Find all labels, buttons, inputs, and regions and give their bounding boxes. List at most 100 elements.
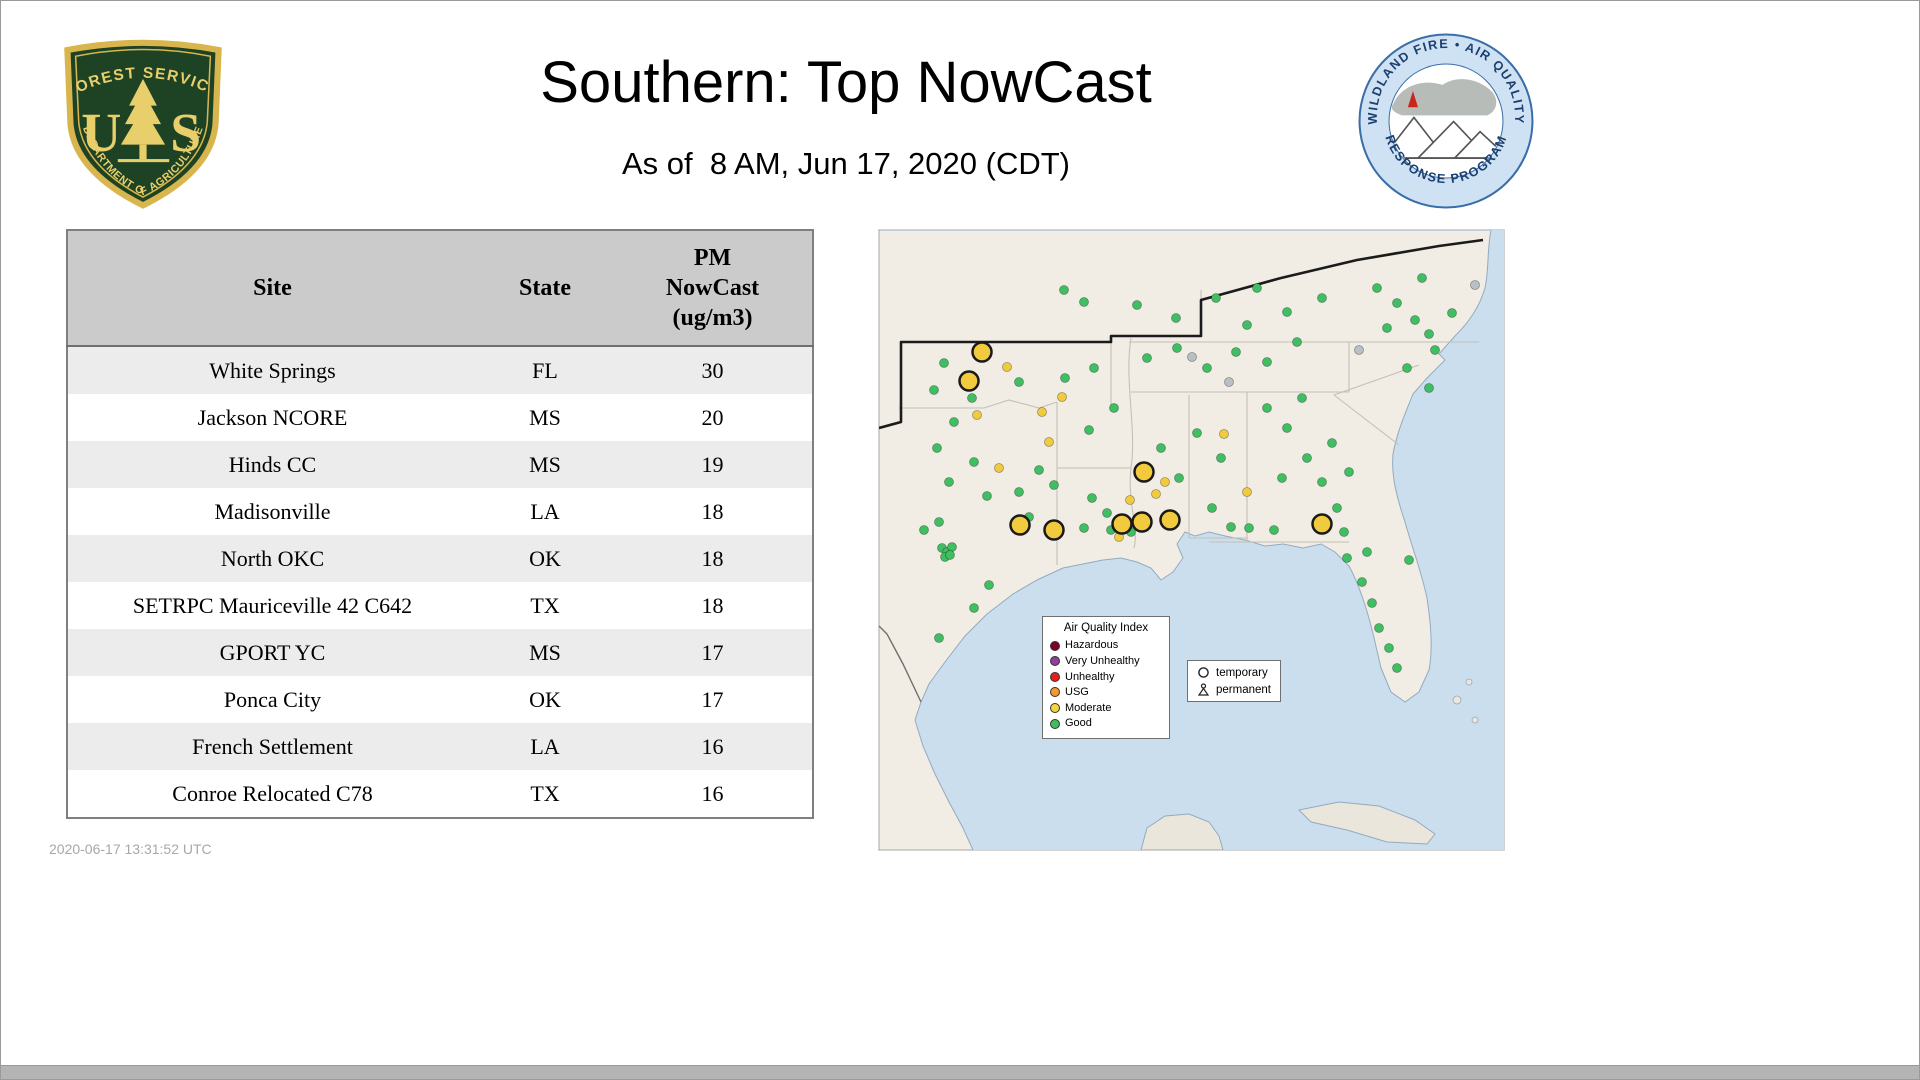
monitor-marker-good-permanent [1339, 527, 1349, 537]
monitor-marker-good-permanent [1342, 553, 1352, 563]
value-cell: 18 [613, 535, 813, 582]
state-cell: LA [477, 488, 613, 535]
generated-timestamp: 2020-06-17 13:31:52 UTC [49, 841, 212, 857]
site-cell: GPORT YC [67, 629, 477, 676]
monitor-marker-no-data-permanent [1187, 352, 1197, 362]
monitor-marker-moderate-temporary [971, 341, 993, 363]
site-cell: SETRPC Mauriceville 42 C642 [67, 582, 477, 629]
table-row: White Springs FL 30 [67, 346, 813, 394]
aqi-color-dot [1050, 718, 1060, 729]
state-cell: MS [477, 629, 613, 676]
monitor-marker-moderate-permanent [1219, 429, 1229, 439]
monitor-marker-good-permanent [1034, 465, 1044, 475]
monitor-marker-moderate-permanent [1044, 437, 1054, 447]
value-cell: 16 [613, 770, 813, 818]
monitor-marker-good-permanent [1102, 508, 1112, 518]
wfaqrp-logo: WILDLAND FIRE • AIR QUALITY RESPONSE PRO… [1358, 33, 1534, 209]
monitor-marker-moderate-temporary [1159, 509, 1181, 531]
table-row: Jackson NCORE MS 20 [67, 394, 813, 441]
monitor-marker-good-permanent [1317, 293, 1327, 303]
usfs-letter-s: S [170, 103, 201, 164]
monitor-marker-moderate-temporary [1111, 513, 1133, 535]
monitor-marker-good-permanent [1282, 307, 1292, 317]
monitor-marker-good-permanent [1262, 357, 1272, 367]
value-cell: 16 [613, 723, 813, 770]
value-cell: 17 [613, 629, 813, 676]
monitor-marker-good-permanent [982, 491, 992, 501]
rio-grande-border [879, 625, 922, 703]
pine-tree-icon [117, 78, 170, 163]
site-cell: Ponca City [67, 676, 477, 723]
site-cell: North OKC [67, 535, 477, 582]
monitor-marker-good-permanent [1292, 337, 1302, 347]
page-subtitle: As of 8 AM, Jun 17, 2020 (CDT) [622, 146, 1070, 181]
monitor-marker-good-permanent [1424, 383, 1434, 393]
monitor-marker-good-permanent [1374, 623, 1384, 633]
col-header-state: State [477, 230, 613, 347]
aqi-legend-label: Hazardous [1065, 639, 1119, 652]
table-row: Madisonville LA 18 [67, 488, 813, 535]
monitor-marker-good-permanent [1384, 643, 1394, 653]
state-cell: OK [477, 676, 613, 723]
temporary-marker-icon [1198, 667, 1209, 678]
cuba-shape [1297, 801, 1436, 845]
monitor-marker-good-permanent [1430, 345, 1440, 355]
state-cell: FL [477, 346, 613, 394]
bahamas-islands [1452, 678, 1479, 724]
page-title: Southern: Top NowCast [540, 50, 1152, 115]
monitor-marker-good-permanent [1089, 363, 1099, 373]
site-cell: Conroe Relocated C78 [67, 770, 477, 818]
region-boundary [879, 238, 1484, 430]
monitor-marker-good-permanent [1392, 298, 1402, 308]
monitor-marker-good-permanent [934, 517, 944, 527]
type-legend-label: permanent [1216, 683, 1271, 696]
monitor-marker-good-permanent [1079, 297, 1089, 307]
table-header-row: Site State PM NowCast (ug/m3) [67, 230, 813, 347]
aqi-legend-label: Unhealthy [1065, 670, 1115, 683]
permanent-marker-icon [1197, 683, 1210, 696]
value-cell: 18 [613, 488, 813, 535]
monitor-marker-good-permanent [1231, 347, 1241, 357]
state-cell: OK [477, 535, 613, 582]
monitor-marker-good-permanent [1302, 453, 1312, 463]
type-legend-item-permanent: permanent [1197, 683, 1271, 696]
aqi-color-dot [1050, 640, 1060, 651]
table-row: French Settlement LA 16 [67, 723, 813, 770]
col-header-site: Site [67, 230, 477, 347]
monitor-marker-good-permanent [1372, 283, 1382, 293]
site-cell: French Settlement [67, 723, 477, 770]
monitor-marker-good-permanent [1087, 493, 1097, 503]
table-row: GPORT YC MS 17 [67, 629, 813, 676]
monitor-marker-good-permanent [1242, 320, 1252, 330]
horizontal-scrollbar[interactable] [1, 1065, 1919, 1079]
aqi-legend-item: Good [1050, 717, 1162, 730]
fire-accent-icon [1407, 90, 1419, 108]
monitor-marker-good-permanent [929, 385, 939, 395]
monitor-marker-good-permanent [934, 633, 944, 643]
monitor-marker-moderate-permanent [1057, 392, 1067, 402]
site-cell: White Springs [67, 346, 477, 394]
state-cell: TX [477, 582, 613, 629]
monitor-marker-good-permanent [967, 393, 977, 403]
monitor-marker-good-permanent [1367, 598, 1377, 608]
aqi-color-dot [1050, 687, 1060, 698]
aqi-legend: Air Quality Index Hazardous Very Unhealth… [1042, 616, 1170, 740]
monitor-marker-moderate-permanent [1125, 495, 1135, 505]
monitor-marker-good-permanent [1211, 293, 1221, 303]
monitor-marker-moderate-temporary [1131, 511, 1153, 533]
monitor-marker-good-permanent [939, 358, 949, 368]
monitor-marker-no-data-permanent [1224, 377, 1234, 387]
monitor-marker-good-permanent [1202, 363, 1212, 373]
monitor-marker-moderate-permanent [1242, 487, 1252, 497]
monitor-marker-good-permanent [1059, 285, 1069, 295]
monitor-marker-good-permanent [949, 417, 959, 427]
value-cell: 20 [613, 394, 813, 441]
aqi-color-dot [1050, 656, 1060, 667]
aqi-legend-items: Hazardous Very Unhealthy Unhealthy USG Moder… [1050, 639, 1162, 730]
monitor-marker-good-permanent [1192, 428, 1202, 438]
monitor-marker-good-permanent [1447, 308, 1457, 318]
monitor-marker-good-permanent [1142, 353, 1152, 363]
col-header-pm-nowcast: PM NowCast (ug/m3) [613, 230, 813, 347]
monitor-marker-good-permanent [1049, 480, 1059, 490]
monitor-marker-good-permanent [1226, 522, 1236, 532]
